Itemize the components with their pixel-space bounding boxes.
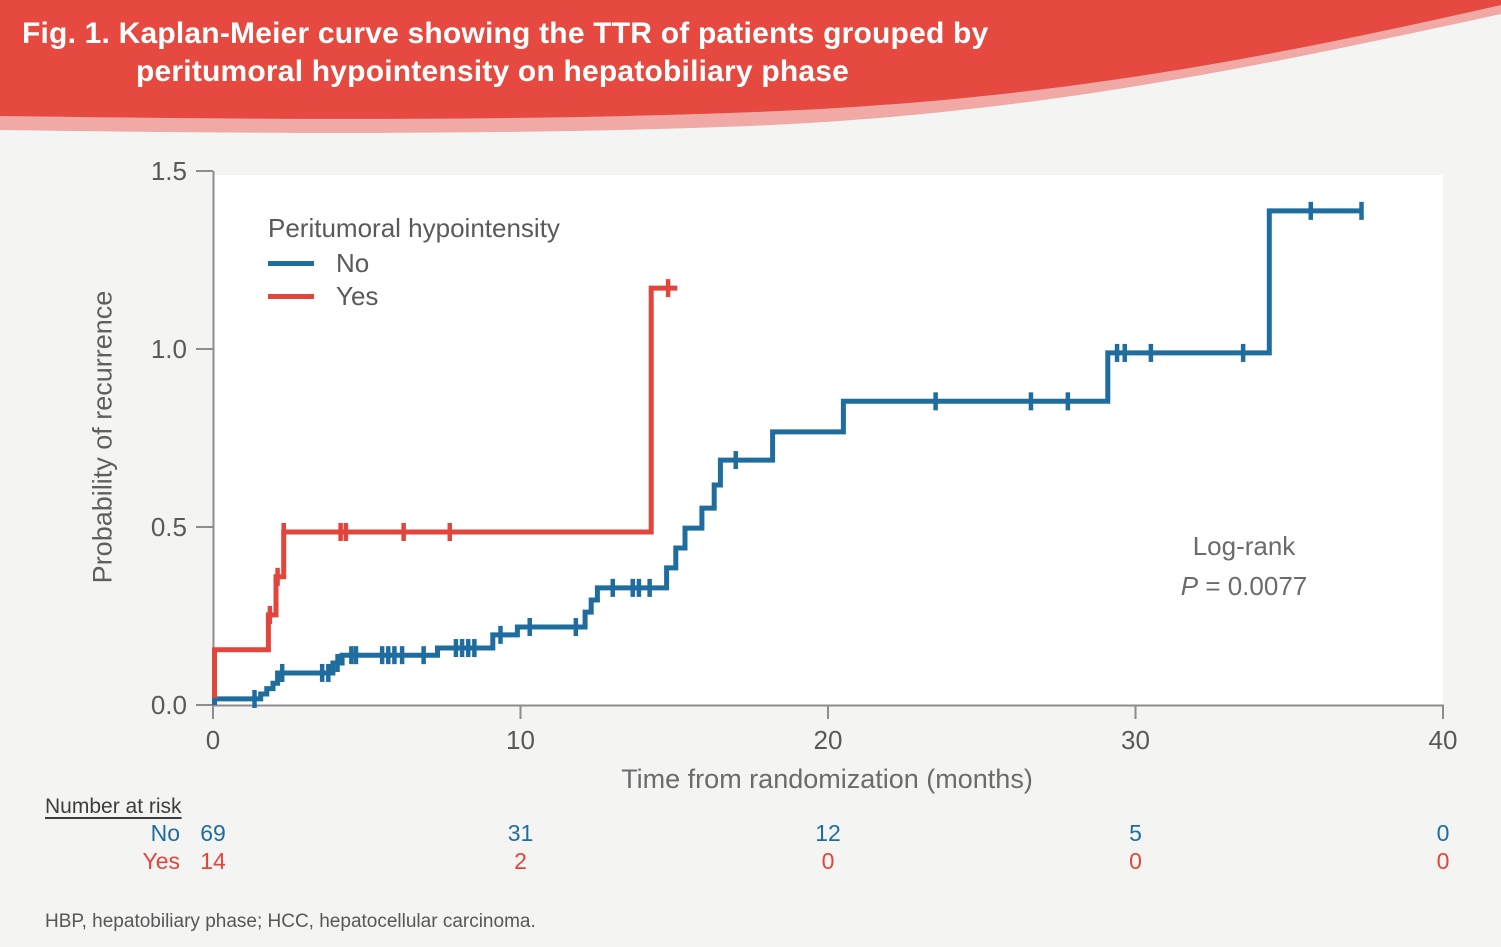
y-tick-label: 1.5 xyxy=(151,156,187,186)
logrank-annotation: Log-rank P = 0.0077 xyxy=(1134,531,1354,602)
x-tick-label: 40 xyxy=(1429,725,1458,755)
x-tick-label: 20 xyxy=(814,725,843,755)
y-tick-label: 0.5 xyxy=(151,512,187,542)
risk-value-no: 12 xyxy=(815,820,841,846)
logrank-label: Log-rank xyxy=(1192,531,1296,561)
logrank-p-value: P = 0.0077 xyxy=(1134,571,1354,602)
risk-value-yes: 0 xyxy=(822,848,835,874)
legend-label-yes: Yes xyxy=(336,280,379,311)
risk-value-yes: 0 xyxy=(1129,848,1142,874)
number-at-risk-heading: Number at risk xyxy=(45,795,182,818)
risk-value-yes: 14 xyxy=(200,848,226,874)
legend-label-no: No xyxy=(336,247,370,278)
risk-value-no: 69 xyxy=(200,820,226,846)
y-axis-title: Probability of recurrence xyxy=(87,290,118,584)
p-text: = 0.0077 xyxy=(1198,571,1308,601)
p-symbol: P xyxy=(1180,571,1199,601)
risk-value-yes: 2 xyxy=(514,848,527,874)
risk-row-label-yes: Yes xyxy=(142,848,180,874)
x-tick-label: 0 xyxy=(206,725,220,755)
x-tick-label: 10 xyxy=(506,725,535,755)
plot-area xyxy=(213,175,1443,705)
y-tick-label: 0.0 xyxy=(151,690,187,720)
risk-value-no: 5 xyxy=(1129,820,1142,846)
risk-value-no: 0 xyxy=(1437,820,1450,846)
legend-title: Peritumoral hypointensity xyxy=(268,213,560,243)
figure-title: Fig. 1. Kaplan-Meier curve showing the T… xyxy=(22,15,988,91)
legend-swatch-yes xyxy=(268,293,314,299)
header-banner xyxy=(0,0,1501,133)
x-axis-title: Time from randomization (months) xyxy=(621,764,1033,794)
risk-value-yes: 0 xyxy=(1437,848,1450,874)
x-tick-label: 30 xyxy=(1121,725,1150,755)
risk-value-no: 31 xyxy=(508,820,534,846)
figure-title-line1: Fig. 1. Kaplan-Meier curve showing the T… xyxy=(22,17,989,50)
y-tick-label: 1.0 xyxy=(151,334,187,364)
km-curve-no xyxy=(212,208,1363,705)
figure-title-line2: peritumoral hypointensity on hepatobilia… xyxy=(136,55,850,88)
risk-row-label-no: No xyxy=(151,820,180,846)
legend-row-yes: Yes xyxy=(268,280,560,311)
legend-row-no: No xyxy=(268,247,560,278)
abbreviations-footnote: HBP, hepatobiliary phase; HCC, hepatocel… xyxy=(45,911,536,932)
legend: Peritumoral hypointensity No Yes xyxy=(268,213,560,311)
banner-red-shape xyxy=(0,0,1501,119)
legend-swatch-no xyxy=(268,260,314,266)
